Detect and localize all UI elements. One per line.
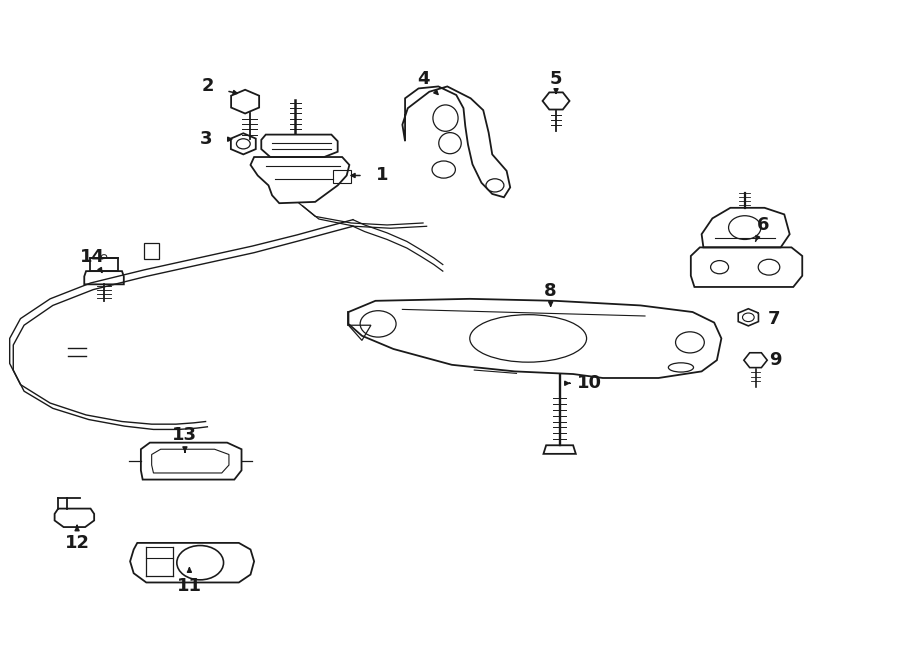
- Text: 2: 2: [201, 77, 213, 95]
- Text: 10: 10: [577, 374, 602, 392]
- Text: 3: 3: [199, 130, 212, 148]
- Text: 13: 13: [173, 426, 197, 444]
- Text: 9: 9: [769, 351, 781, 369]
- Text: 7: 7: [768, 309, 779, 328]
- Text: 4: 4: [417, 69, 429, 87]
- Text: 8: 8: [544, 282, 557, 300]
- Text: 11: 11: [177, 578, 202, 596]
- Text: 14: 14: [80, 248, 105, 266]
- Text: 12: 12: [65, 534, 90, 552]
- Text: 5: 5: [550, 69, 562, 87]
- Text: 1: 1: [376, 167, 389, 184]
- Text: 6: 6: [757, 216, 769, 234]
